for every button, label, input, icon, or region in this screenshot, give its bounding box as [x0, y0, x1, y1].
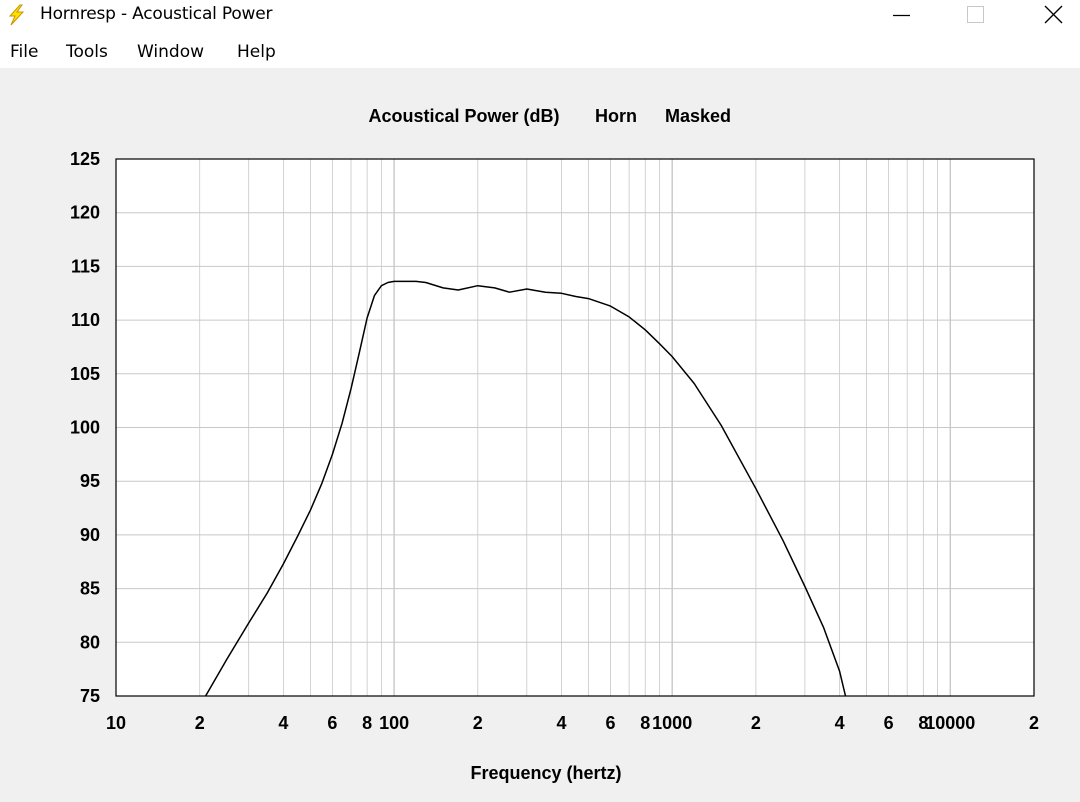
x-tick-label: 2	[473, 713, 483, 733]
y-tick-label: 100	[70, 418, 100, 438]
y-tick-label: 90	[80, 525, 100, 545]
plot-frame	[115, 158, 1035, 697]
chart-title-masked: Masked	[665, 106, 731, 126]
x-tick-label: 6	[327, 713, 337, 733]
x-tick-label: 10	[106, 713, 126, 733]
y-tick-label: 75	[80, 686, 100, 706]
menu-bar	[0, 30, 1080, 68]
maximize-button[interactable]	[951, 0, 997, 30]
y-tick-label: 95	[80, 471, 100, 491]
lightning-bolt-icon	[8, 4, 25, 26]
maximize-icon	[967, 6, 984, 23]
y-tick-label: 115	[71, 256, 100, 276]
y-tick-label: 125	[70, 149, 100, 169]
x-tick-label: 4	[557, 713, 567, 733]
grid-lines	[116, 159, 1034, 696]
y-tick-label: 105	[70, 364, 100, 384]
x-tick-label: 8	[362, 713, 372, 733]
menu-tools[interactable]: Tools	[66, 42, 108, 62]
acoustical-power-chart: 75 80 85 90 95 100 105 110 115 120 125 10 2 4 6 8 100 2 4…	[70, 106, 1039, 783]
x-tick-label: 2	[1029, 713, 1039, 733]
x-tick-label: 4	[835, 713, 845, 733]
x-axis-label: Frequency (hertz)	[470, 763, 621, 783]
x-tick-label: 1000	[652, 713, 692, 733]
close-icon	[1044, 5, 1063, 24]
menu-window[interactable]: Window	[137, 42, 205, 62]
x-tick-label: 8	[918, 713, 928, 733]
chart-title-horn: Horn	[595, 106, 637, 126]
minimize-button[interactable]	[876, 0, 922, 30]
power-curve	[204, 280, 847, 697]
x-tick-label: 100	[379, 713, 409, 733]
y-tick-labels: 75 80 85 90 95 100 105 110 115 120 125	[70, 149, 100, 706]
y-tick-label: 110	[71, 310, 100, 330]
window-title: Hornresp - Acoustical Power	[40, 4, 273, 24]
minimize-icon	[893, 14, 910, 17]
chart-title-power: Acoustical Power (dB)	[368, 106, 559, 126]
title-bar: Hornresp - Acoustical Power	[0, 0, 1080, 30]
x-tick-label: 8	[640, 713, 650, 733]
curve-group	[204, 280, 847, 697]
x-tick-label: 2	[195, 713, 205, 733]
x-tick-label: 4	[278, 713, 288, 733]
x-tick-label: 10000	[925, 713, 975, 733]
menu-help[interactable]: Help	[237, 42, 276, 62]
menu-file[interactable]: File	[10, 42, 39, 62]
y-tick-label: 80	[80, 632, 100, 652]
x-tick-label: 6	[605, 713, 615, 733]
x-tick-label: 6	[884, 713, 894, 733]
close-button[interactable]	[1030, 0, 1076, 30]
x-tick-label: 2	[751, 713, 761, 733]
y-tick-label: 120	[70, 203, 100, 223]
y-tick-label: 85	[80, 579, 100, 599]
